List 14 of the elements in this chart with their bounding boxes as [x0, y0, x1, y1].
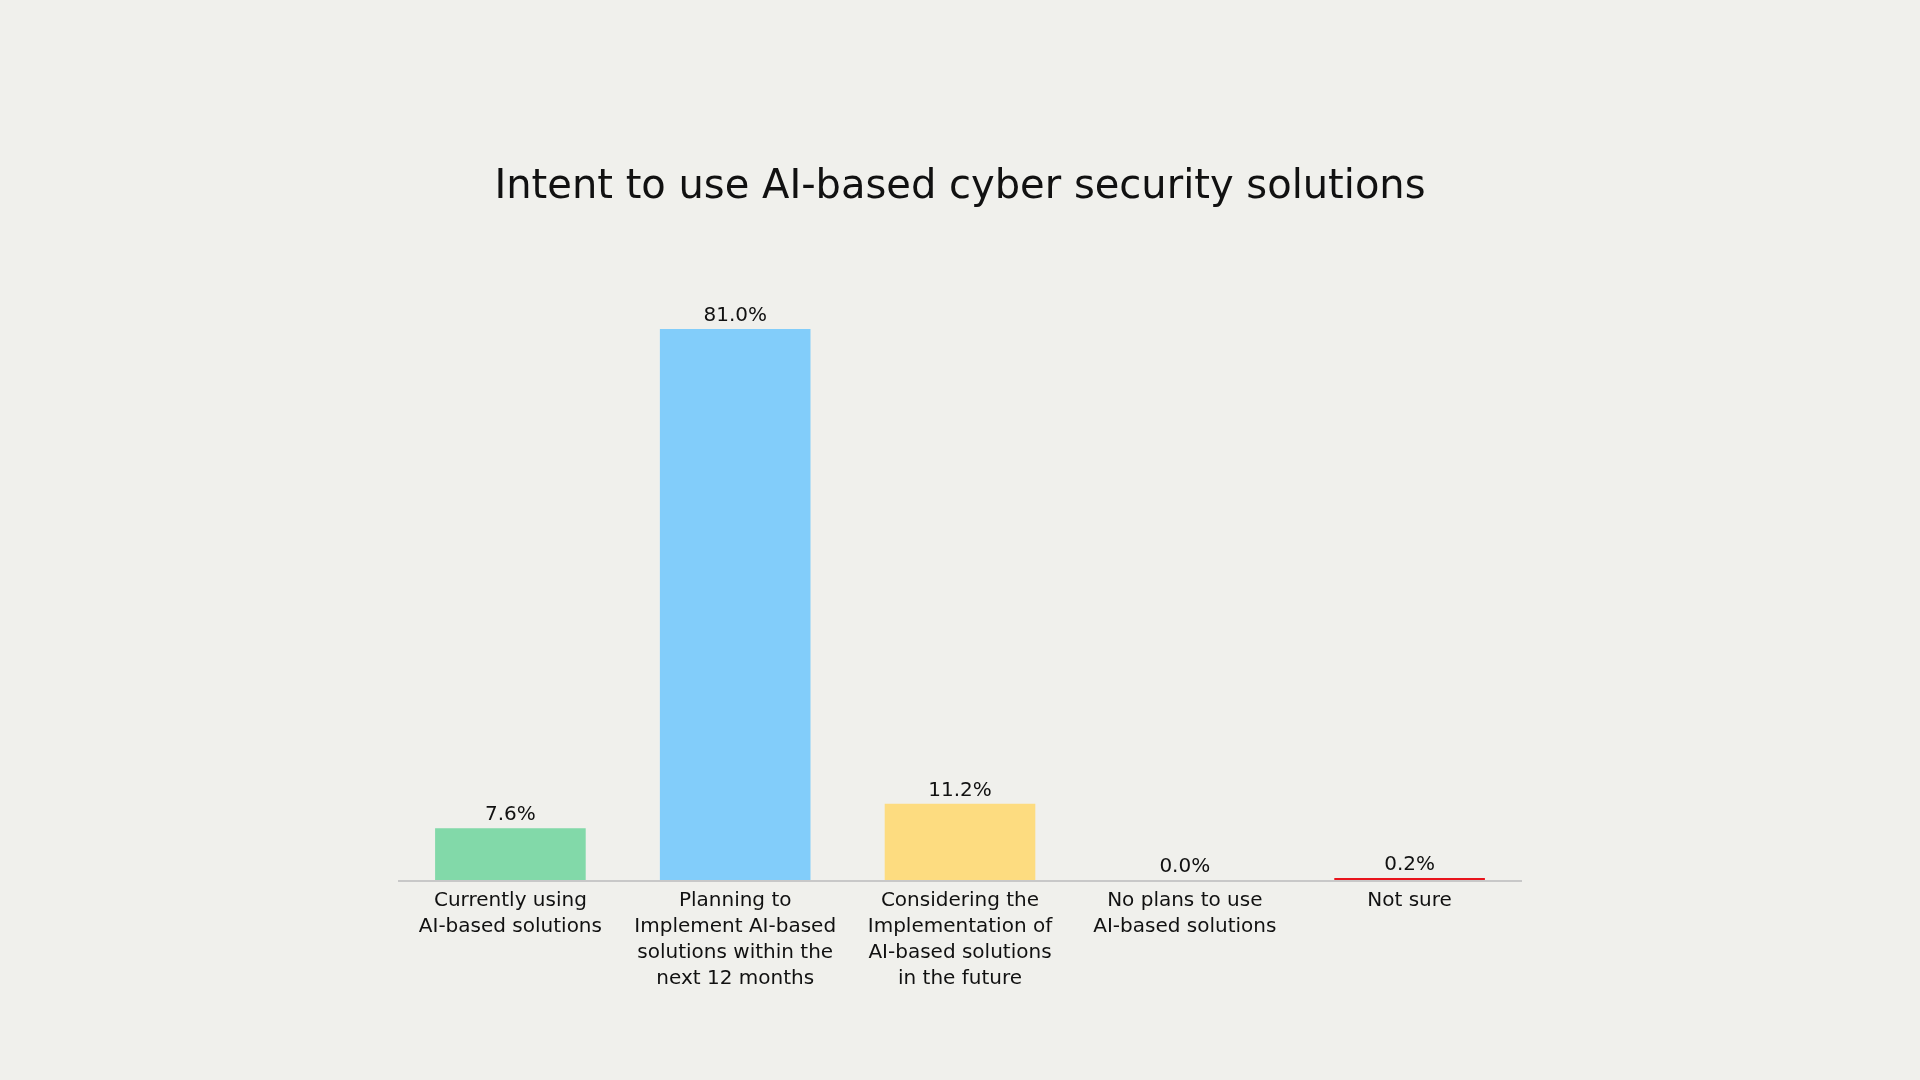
- x-tick-label: Currently using AI-based solutions: [418, 887, 602, 937]
- data-label: 81.0%: [703, 302, 767, 326]
- data-label: 0.0%: [1159, 853, 1211, 877]
- bar: [435, 828, 586, 880]
- x-tick-label: Planning to Implement AI-based solutions within the next 12 months: [634, 887, 837, 989]
- data-label: 0.2%: [1384, 851, 1436, 875]
- chart-title: Intent to use AI-based cyber security solutions: [494, 160, 1426, 207]
- data-label: 11.2%: [928, 776, 992, 801]
- x-tick-label: Not sure: [1367, 887, 1452, 911]
- bar: [884, 803, 1036, 880]
- x-tick-label: Considering the Implementation of AI-based solutions in the future: [867, 887, 1054, 989]
- bar: [659, 329, 811, 880]
- data-label: 7.6%: [484, 801, 536, 826]
- x-tick-label: No plans to use AI-based solutions: [1093, 887, 1277, 937]
